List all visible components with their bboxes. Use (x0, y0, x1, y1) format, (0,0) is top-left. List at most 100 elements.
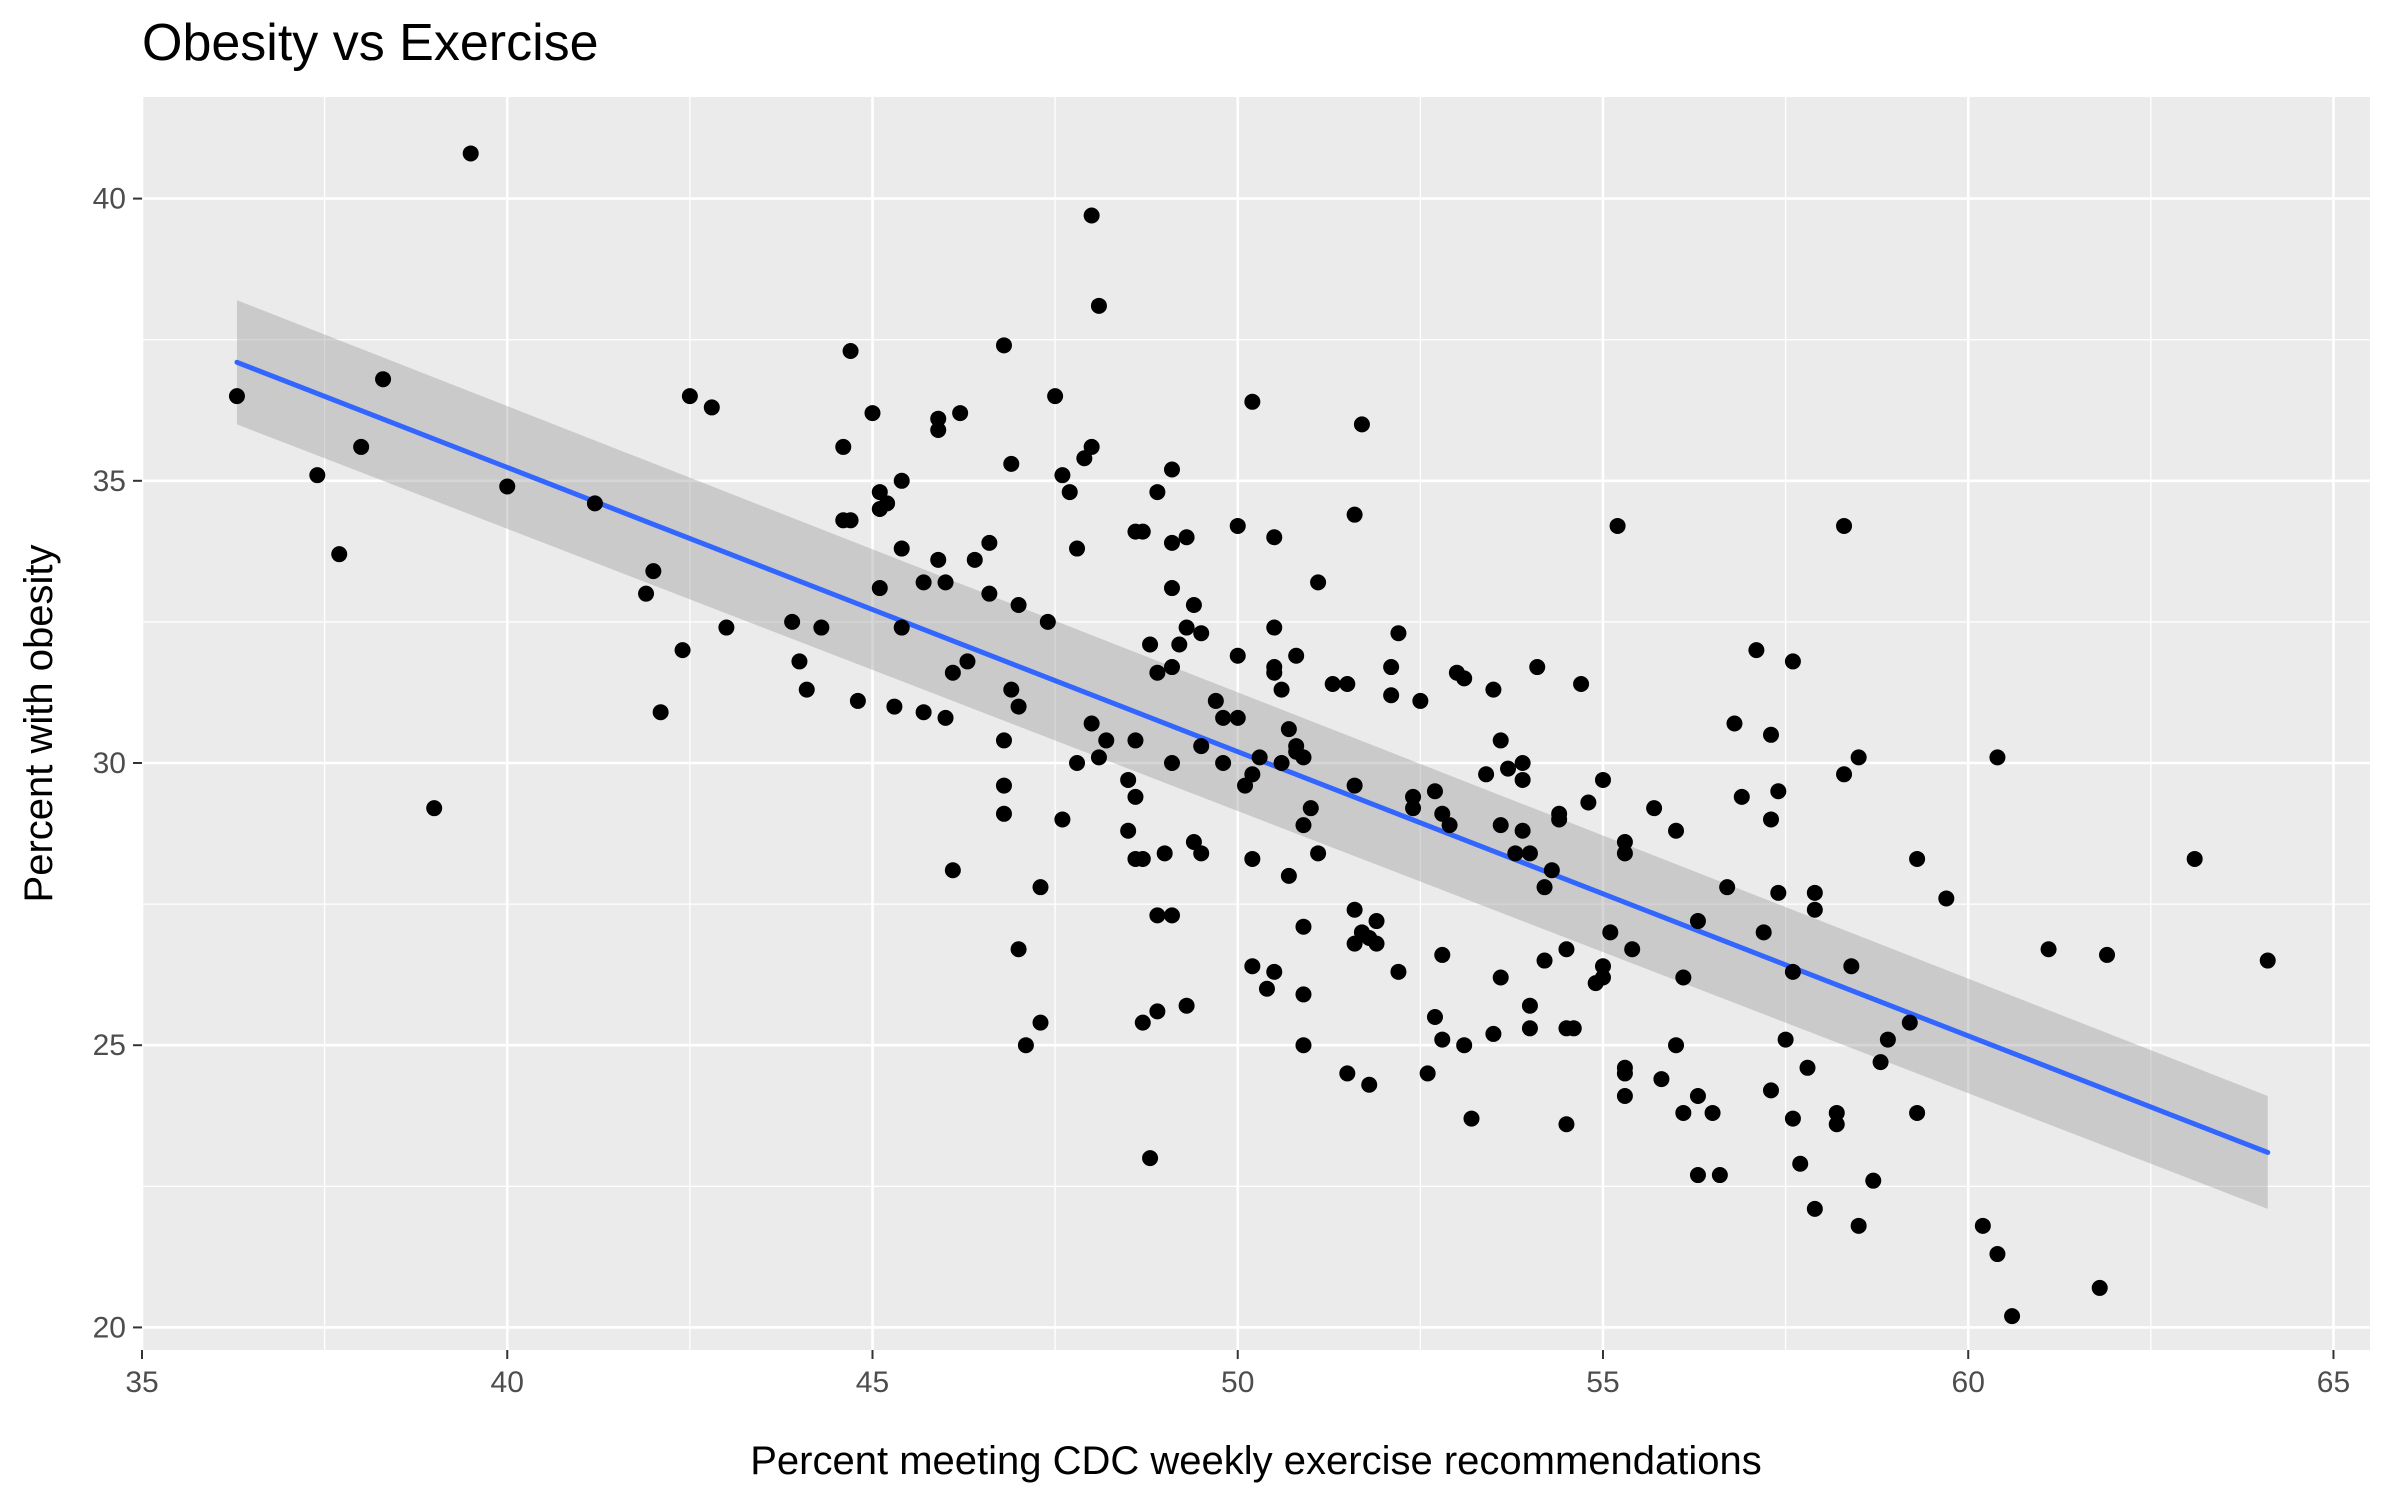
data-point (1909, 1104, 1926, 1121)
y-tick-label: 40 (93, 183, 126, 216)
data-point (1616, 845, 1633, 862)
data-point (1653, 1071, 1670, 1088)
data-point (1083, 207, 1100, 224)
data-point (1054, 467, 1071, 484)
data-point (1266, 529, 1283, 546)
y-axis-title: Percent with obesity (17, 545, 61, 903)
data-point (1237, 777, 1254, 794)
data-point (995, 777, 1012, 794)
data-point (1171, 636, 1188, 653)
data-point (2259, 952, 2276, 969)
data-point (1280, 867, 1297, 884)
data-point (952, 405, 969, 422)
data-point (959, 653, 976, 670)
data-point (1974, 1217, 1991, 1234)
x-axis-ticks: 35 40 45 50 55 60 65 (125, 1350, 2350, 1399)
data-point (1405, 800, 1422, 817)
data-point (1134, 850, 1151, 867)
data-point (1273, 755, 1290, 772)
data-point (1032, 879, 1049, 896)
data-point (2099, 946, 2116, 963)
data-point (1872, 1054, 1889, 1071)
data-point (842, 512, 859, 529)
data-point (835, 438, 852, 455)
data-point (1521, 845, 1538, 862)
data-point (1616, 1065, 1633, 1082)
data-point (1456, 670, 1473, 687)
data-point (893, 472, 910, 489)
data-point (915, 704, 932, 721)
y-tick-label: 20 (93, 1311, 126, 1344)
data-point (1836, 766, 1853, 783)
data-point (893, 619, 910, 636)
data-point (1806, 884, 1823, 901)
data-point (1295, 749, 1312, 766)
data-point (1843, 958, 1860, 975)
data-point (1507, 845, 1524, 862)
x-axis-title: Percent meeting CDC weekly exercise reco… (750, 1439, 1762, 1483)
data-point (1719, 879, 1736, 896)
data-point (995, 805, 1012, 822)
data-point (1755, 924, 1772, 941)
data-point (871, 484, 888, 501)
data-point (981, 585, 998, 602)
data-point (1288, 647, 1305, 664)
data-point (1149, 664, 1166, 681)
data-point (1485, 681, 1502, 698)
data-point (1668, 1037, 1685, 1054)
data-point (1770, 783, 1787, 800)
data-point (1156, 845, 1173, 862)
data-point (1405, 788, 1422, 805)
data-point (462, 145, 479, 162)
data-point (1163, 461, 1180, 478)
data-point (1142, 636, 1159, 653)
data-point (1368, 935, 1385, 952)
data-point (1726, 715, 1743, 732)
data-point (813, 619, 830, 636)
data-point (1558, 941, 1575, 958)
data-point (1149, 907, 1166, 924)
data-point (586, 495, 603, 512)
data-point (1346, 935, 1363, 952)
data-point (1163, 580, 1180, 597)
data-point (1076, 450, 1093, 467)
data-point (1178, 997, 1195, 1014)
data-point (1127, 788, 1144, 805)
data-point (426, 800, 443, 817)
data-point (1339, 675, 1356, 692)
data-point (944, 664, 961, 681)
data-point (681, 388, 698, 405)
data-point (1492, 732, 1509, 749)
data-point (228, 388, 245, 405)
data-point (798, 681, 815, 698)
data-point (1478, 766, 1495, 783)
chart-title: Obesity vs Exercise (142, 14, 599, 72)
data-point (1302, 800, 1319, 817)
data-point (353, 438, 370, 455)
data-point (1500, 760, 1517, 777)
data-point (1353, 416, 1370, 433)
data-point (1412, 692, 1429, 709)
data-point (1229, 517, 1246, 534)
data-point (1784, 963, 1801, 980)
data-point (1280, 721, 1297, 738)
data-point (1463, 1110, 1480, 1127)
data-point (1127, 732, 1144, 749)
data-point (1573, 675, 1590, 692)
data-point (1529, 659, 1546, 676)
data-point (1215, 755, 1232, 772)
data-point (1003, 455, 1020, 472)
data-point (1163, 659, 1180, 676)
data-point (1836, 517, 1853, 534)
data-point (1938, 890, 1955, 907)
data-point (1163, 534, 1180, 551)
data-point (1521, 1020, 1538, 1037)
data-point (1054, 811, 1071, 828)
data-point (1514, 771, 1531, 788)
data-point (1229, 647, 1246, 664)
data-point (1090, 297, 1107, 314)
data-point (718, 619, 735, 636)
data-point (1244, 850, 1261, 867)
data-point (1010, 698, 1027, 715)
